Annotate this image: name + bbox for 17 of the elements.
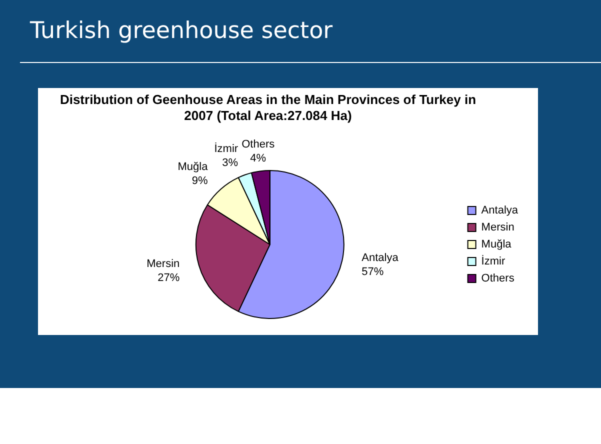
legend-label: Antalya xyxy=(481,204,519,217)
legend-label: Mersin xyxy=(481,222,514,234)
legend-label: Others xyxy=(481,272,515,285)
data-label: 9% xyxy=(192,175,208,188)
data-label: 3% xyxy=(222,157,238,170)
data-label: 57% xyxy=(362,266,384,278)
slice-label: Antalya xyxy=(362,252,400,264)
legend-label: İzmir xyxy=(481,254,506,268)
data-label: 27% xyxy=(158,272,180,284)
slice-label: İzmir xyxy=(214,142,238,156)
data-label: 4% xyxy=(250,152,266,164)
text: Turkish greenhouse sector xyxy=(30,18,333,44)
slice-label: Muğla xyxy=(178,161,209,174)
chart-title: Distribution of Geenhouse Areas in the Main Provinces of Turkey in 2007 (Total Area:27.084 Ha) xyxy=(58,92,478,124)
slice-label: Others xyxy=(242,138,276,150)
slice-label: Mersin xyxy=(146,258,180,270)
legend-label: Muğla xyxy=(481,238,512,251)
